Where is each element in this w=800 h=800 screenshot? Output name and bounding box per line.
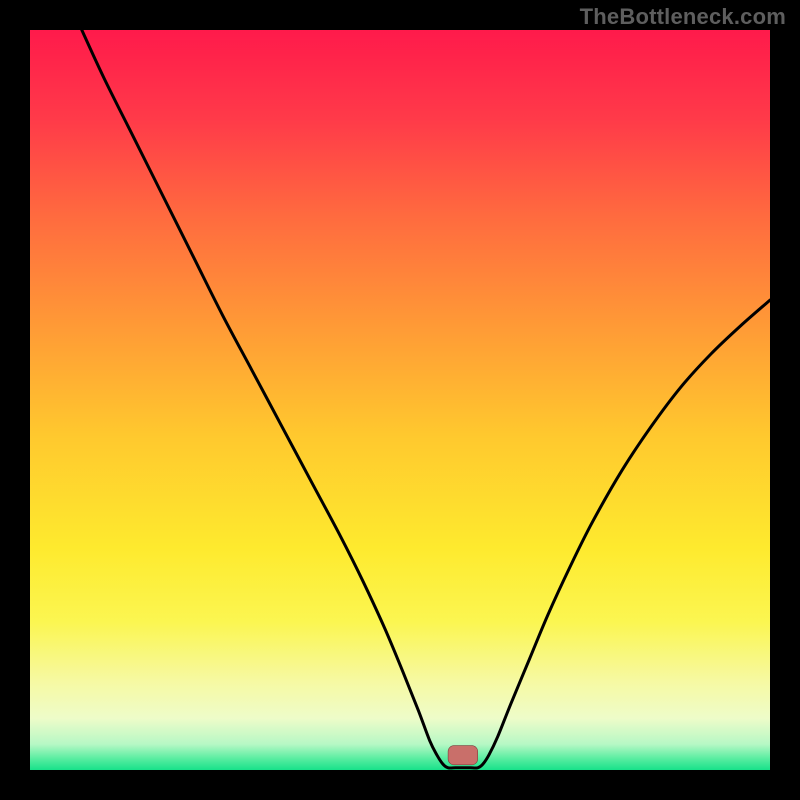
- chart-svg: [30, 30, 770, 770]
- plot-area: [30, 30, 770, 770]
- chart-frame: TheBottleneck.com: [0, 0, 800, 800]
- chart-background: [30, 30, 770, 770]
- optimum-marker: [448, 746, 478, 765]
- watermark-text: TheBottleneck.com: [580, 4, 786, 30]
